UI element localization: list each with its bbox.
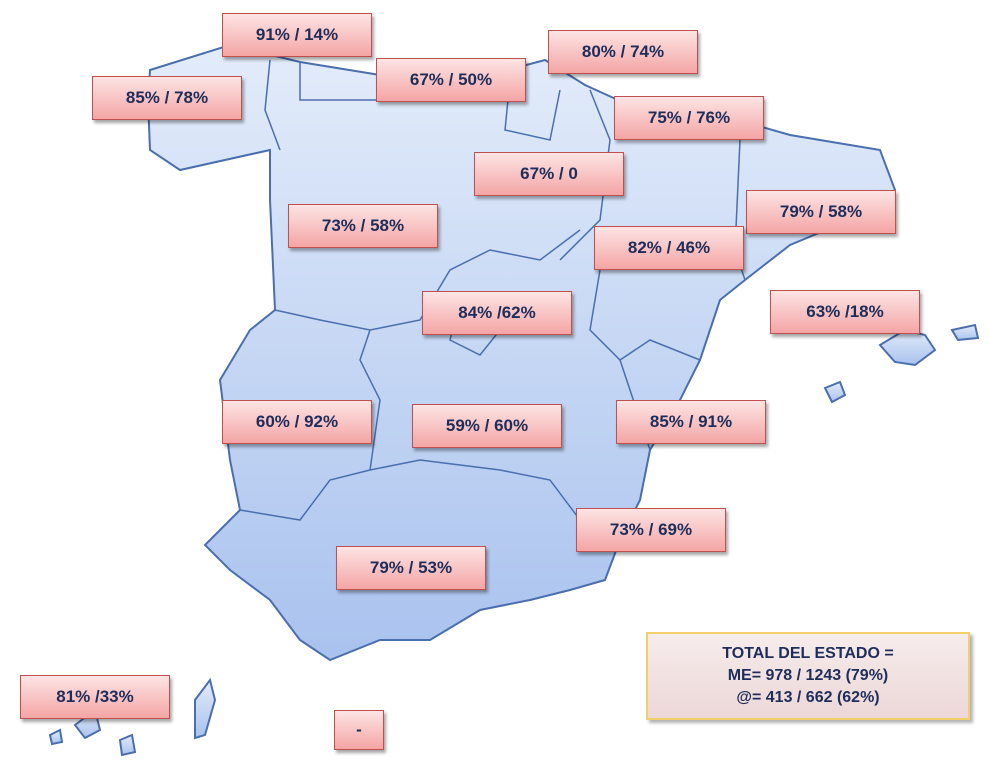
region-label: 59% / 60% bbox=[412, 404, 562, 448]
region-label: 85% / 91% bbox=[616, 400, 766, 444]
region-label: 84% /62% bbox=[422, 291, 572, 335]
region-label: 79% / 53% bbox=[336, 546, 486, 590]
region-label: 91% / 14% bbox=[222, 13, 372, 57]
region-label: 60% / 92% bbox=[222, 400, 372, 444]
mallorca bbox=[878, 328, 937, 367]
total-line: ME= 978 / 1243 (79%) bbox=[727, 667, 889, 684]
total-line: @= 413 / 662 (62%) bbox=[736, 689, 880, 706]
land bbox=[48, 43, 980, 757]
region-label: 80% / 74% bbox=[548, 30, 698, 74]
region-label: 67% / 0 bbox=[474, 152, 624, 196]
canary-4 bbox=[48, 728, 64, 746]
region-label: - bbox=[334, 710, 384, 750]
region-label: 82% / 46% bbox=[594, 226, 744, 270]
border bbox=[299, 62, 380, 101]
region-label: 73% / 58% bbox=[288, 204, 438, 248]
total-box: TOTAL DEL ESTADO = ME= 978 / 1243 (79%) … bbox=[646, 632, 970, 720]
ibiza bbox=[823, 380, 847, 404]
canary-1 bbox=[194, 677, 217, 740]
menorca bbox=[950, 323, 980, 342]
peninsula bbox=[146, 43, 897, 662]
region-label: 85% / 78% bbox=[92, 76, 242, 120]
border bbox=[264, 59, 281, 151]
region-label: 75% / 76% bbox=[614, 96, 764, 140]
region-label: 67% / 50% bbox=[376, 58, 526, 102]
total-line: TOTAL DEL ESTADO = bbox=[722, 645, 894, 662]
region-label: 81% /33% bbox=[20, 675, 170, 719]
borders bbox=[239, 59, 746, 541]
border bbox=[504, 79, 561, 141]
region-label: 79% / 58% bbox=[746, 190, 896, 234]
region-label: 73% / 69% bbox=[576, 508, 726, 552]
canary-3 bbox=[118, 733, 137, 757]
region-label: 63% /18% bbox=[770, 290, 920, 334]
